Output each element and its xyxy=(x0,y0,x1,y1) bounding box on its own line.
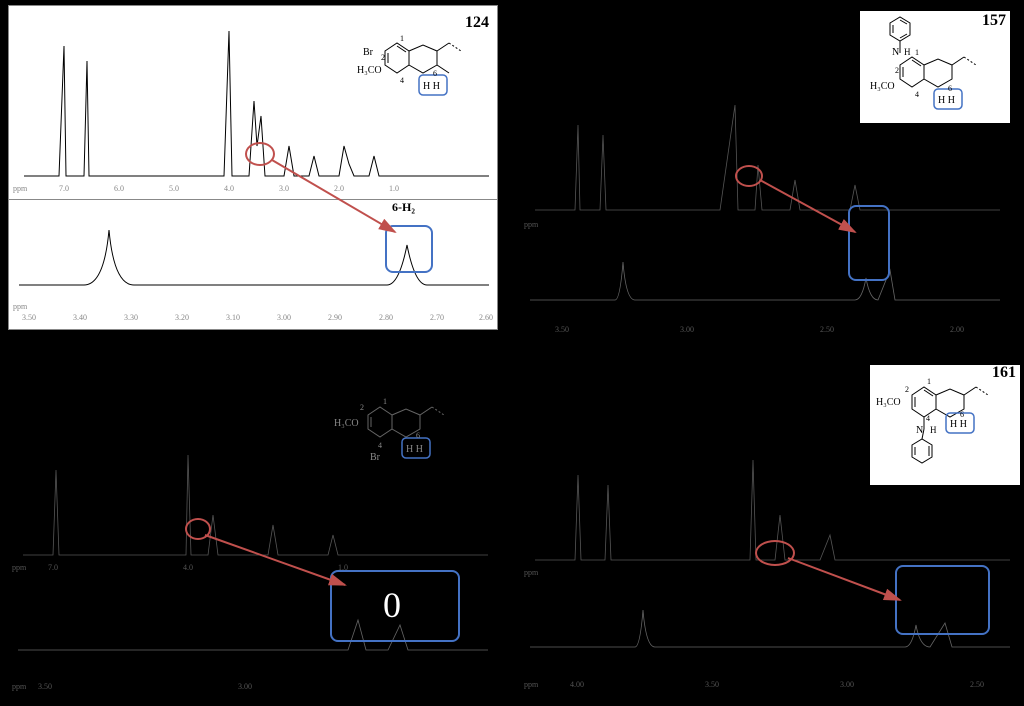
highlight-circle-127 xyxy=(185,518,211,540)
zt157-250: 2.50 xyxy=(820,325,834,334)
zt157-200: 2.00 xyxy=(950,325,964,334)
t-40: 4.0 xyxy=(224,184,234,193)
svg-text:Br: Br xyxy=(370,452,381,463)
zt161-300: 3.00 xyxy=(840,680,854,689)
peak-box-161 xyxy=(895,565,990,635)
ppm-full-157: ppm xyxy=(524,220,538,229)
ft127-70: 7.0 xyxy=(48,563,58,572)
highlight-circle-124 xyxy=(245,142,275,166)
t-70: 7.0 xyxy=(59,184,69,193)
svg-text:Br: Br xyxy=(363,47,374,58)
svg-text:H₃CO: H₃CO xyxy=(870,81,895,92)
zt-350: 3.50 xyxy=(22,313,36,322)
svg-text:N: N xyxy=(892,47,899,58)
t-50: 5.0 xyxy=(169,184,179,193)
svg-text:4: 4 xyxy=(400,76,404,85)
zt-280: 2.80 xyxy=(379,313,393,322)
svg-text:2: 2 xyxy=(360,403,364,412)
molecule-124: 124 Br H₃CO 1 2 4 6 H H xyxy=(353,13,493,103)
ft127-40: 4.0 xyxy=(183,563,193,572)
t-60: 6.0 xyxy=(114,184,124,193)
panel-top-left: ppm 7.0 6.0 5.0 4.0 3.0 2.0 1.0 3.50 3.4… xyxy=(8,5,498,345)
white-number-127: 0 xyxy=(383,584,401,626)
ppm-full-127: ppm xyxy=(12,563,26,572)
svg-text:H₃CO: H₃CO xyxy=(334,418,359,429)
molecule-161: 161 2 1 H₃CO 4 N H xyxy=(870,365,1020,485)
zt157-300: 3.00 xyxy=(680,325,694,334)
svg-text:4: 4 xyxy=(926,414,930,423)
compound-161: 161 xyxy=(992,365,1016,381)
zt-340: 3.40 xyxy=(73,313,87,322)
svg-text:1: 1 xyxy=(383,397,387,406)
zt127-350: 3.50 xyxy=(38,682,52,691)
svg-text:6: 6 xyxy=(948,84,952,93)
compound-124: 124 xyxy=(465,15,489,31)
ppm-zoom-127: ppm xyxy=(12,682,26,691)
t-10: 1.0 xyxy=(389,184,399,193)
svg-text:H H: H H xyxy=(423,81,440,92)
svg-text:1: 1 xyxy=(927,377,931,386)
zt-270: 2.70 xyxy=(430,313,444,322)
zt-310: 3.10 xyxy=(226,313,240,322)
svg-text:H: H xyxy=(930,425,937,435)
panel-top-right: ppm 3.50 3.00 2.50 2.00 157 xyxy=(520,5,1010,345)
mol-svg-161: 2 1 H₃CO 4 N H 6 H H xyxy=(870,365,1020,485)
zt157-350: 3.50 xyxy=(555,325,569,334)
highlight-circle-161 xyxy=(755,540,795,566)
svg-text:H₃CO: H₃CO xyxy=(876,397,901,408)
zt-330: 3.30 xyxy=(124,313,138,322)
svg-text:6: 6 xyxy=(433,69,437,78)
zt161-350: 3.50 xyxy=(705,680,719,689)
svg-text:2: 2 xyxy=(381,53,385,62)
svg-text:H H: H H xyxy=(406,444,423,455)
svg-text:H: H xyxy=(904,47,911,57)
ppm-zoom-161: ppm xyxy=(524,680,538,689)
compound-157: 157 xyxy=(982,13,1006,29)
ppm-full-124: ppm xyxy=(13,184,27,193)
svg-text:6: 6 xyxy=(960,410,964,419)
svg-text:2: 2 xyxy=(895,66,899,75)
molecule-157: 157 N H 2 1 H₃CO xyxy=(860,11,1010,123)
panel-bottom-left: ppm 7.0 4.0 1.0 3.50 3.00 ppm 2 1 H₃CO 4… xyxy=(8,360,498,700)
mol-svg-127: 2 1 H₃CO 4 Br 6 H H xyxy=(328,380,478,475)
svg-text:N: N xyxy=(916,425,923,436)
t-20: 2.0 xyxy=(334,184,344,193)
svg-text:H₃CO: H₃CO xyxy=(357,65,382,76)
highlight-circle-157 xyxy=(735,165,763,187)
zt-260: 2.60 xyxy=(479,313,493,322)
peak-label-124: 6-H₂ xyxy=(392,200,415,215)
zoom-spectrum-157 xyxy=(520,230,1010,340)
zt-300: 3.00 xyxy=(277,313,291,322)
svg-text:4: 4 xyxy=(378,441,382,450)
molecule-127: 2 1 H₃CO 4 Br 6 H H xyxy=(328,380,478,475)
svg-text:6: 6 xyxy=(416,431,420,440)
svg-text:H H: H H xyxy=(950,419,967,430)
zt127-300: 3.00 xyxy=(238,682,252,691)
zt-290: 2.90 xyxy=(328,313,342,322)
svg-text:2: 2 xyxy=(905,385,909,394)
zt161-400: 4.00 xyxy=(570,680,584,689)
t-30: 3.0 xyxy=(279,184,289,193)
zt161-250: 2.50 xyxy=(970,680,984,689)
svg-text:1: 1 xyxy=(915,48,919,57)
peak-box-124 xyxy=(385,225,433,273)
peak-box-157 xyxy=(848,205,890,281)
zt-320: 3.20 xyxy=(175,313,189,322)
svg-text:4: 4 xyxy=(915,90,919,99)
svg-text:H H: H H xyxy=(938,95,955,106)
ppm-zoom-124: ppm xyxy=(13,302,27,311)
svg-text:1: 1 xyxy=(400,34,404,43)
panel-bottom-right: ppm 4.00 3.50 3.00 2.50 ppm 161 xyxy=(520,360,1020,700)
